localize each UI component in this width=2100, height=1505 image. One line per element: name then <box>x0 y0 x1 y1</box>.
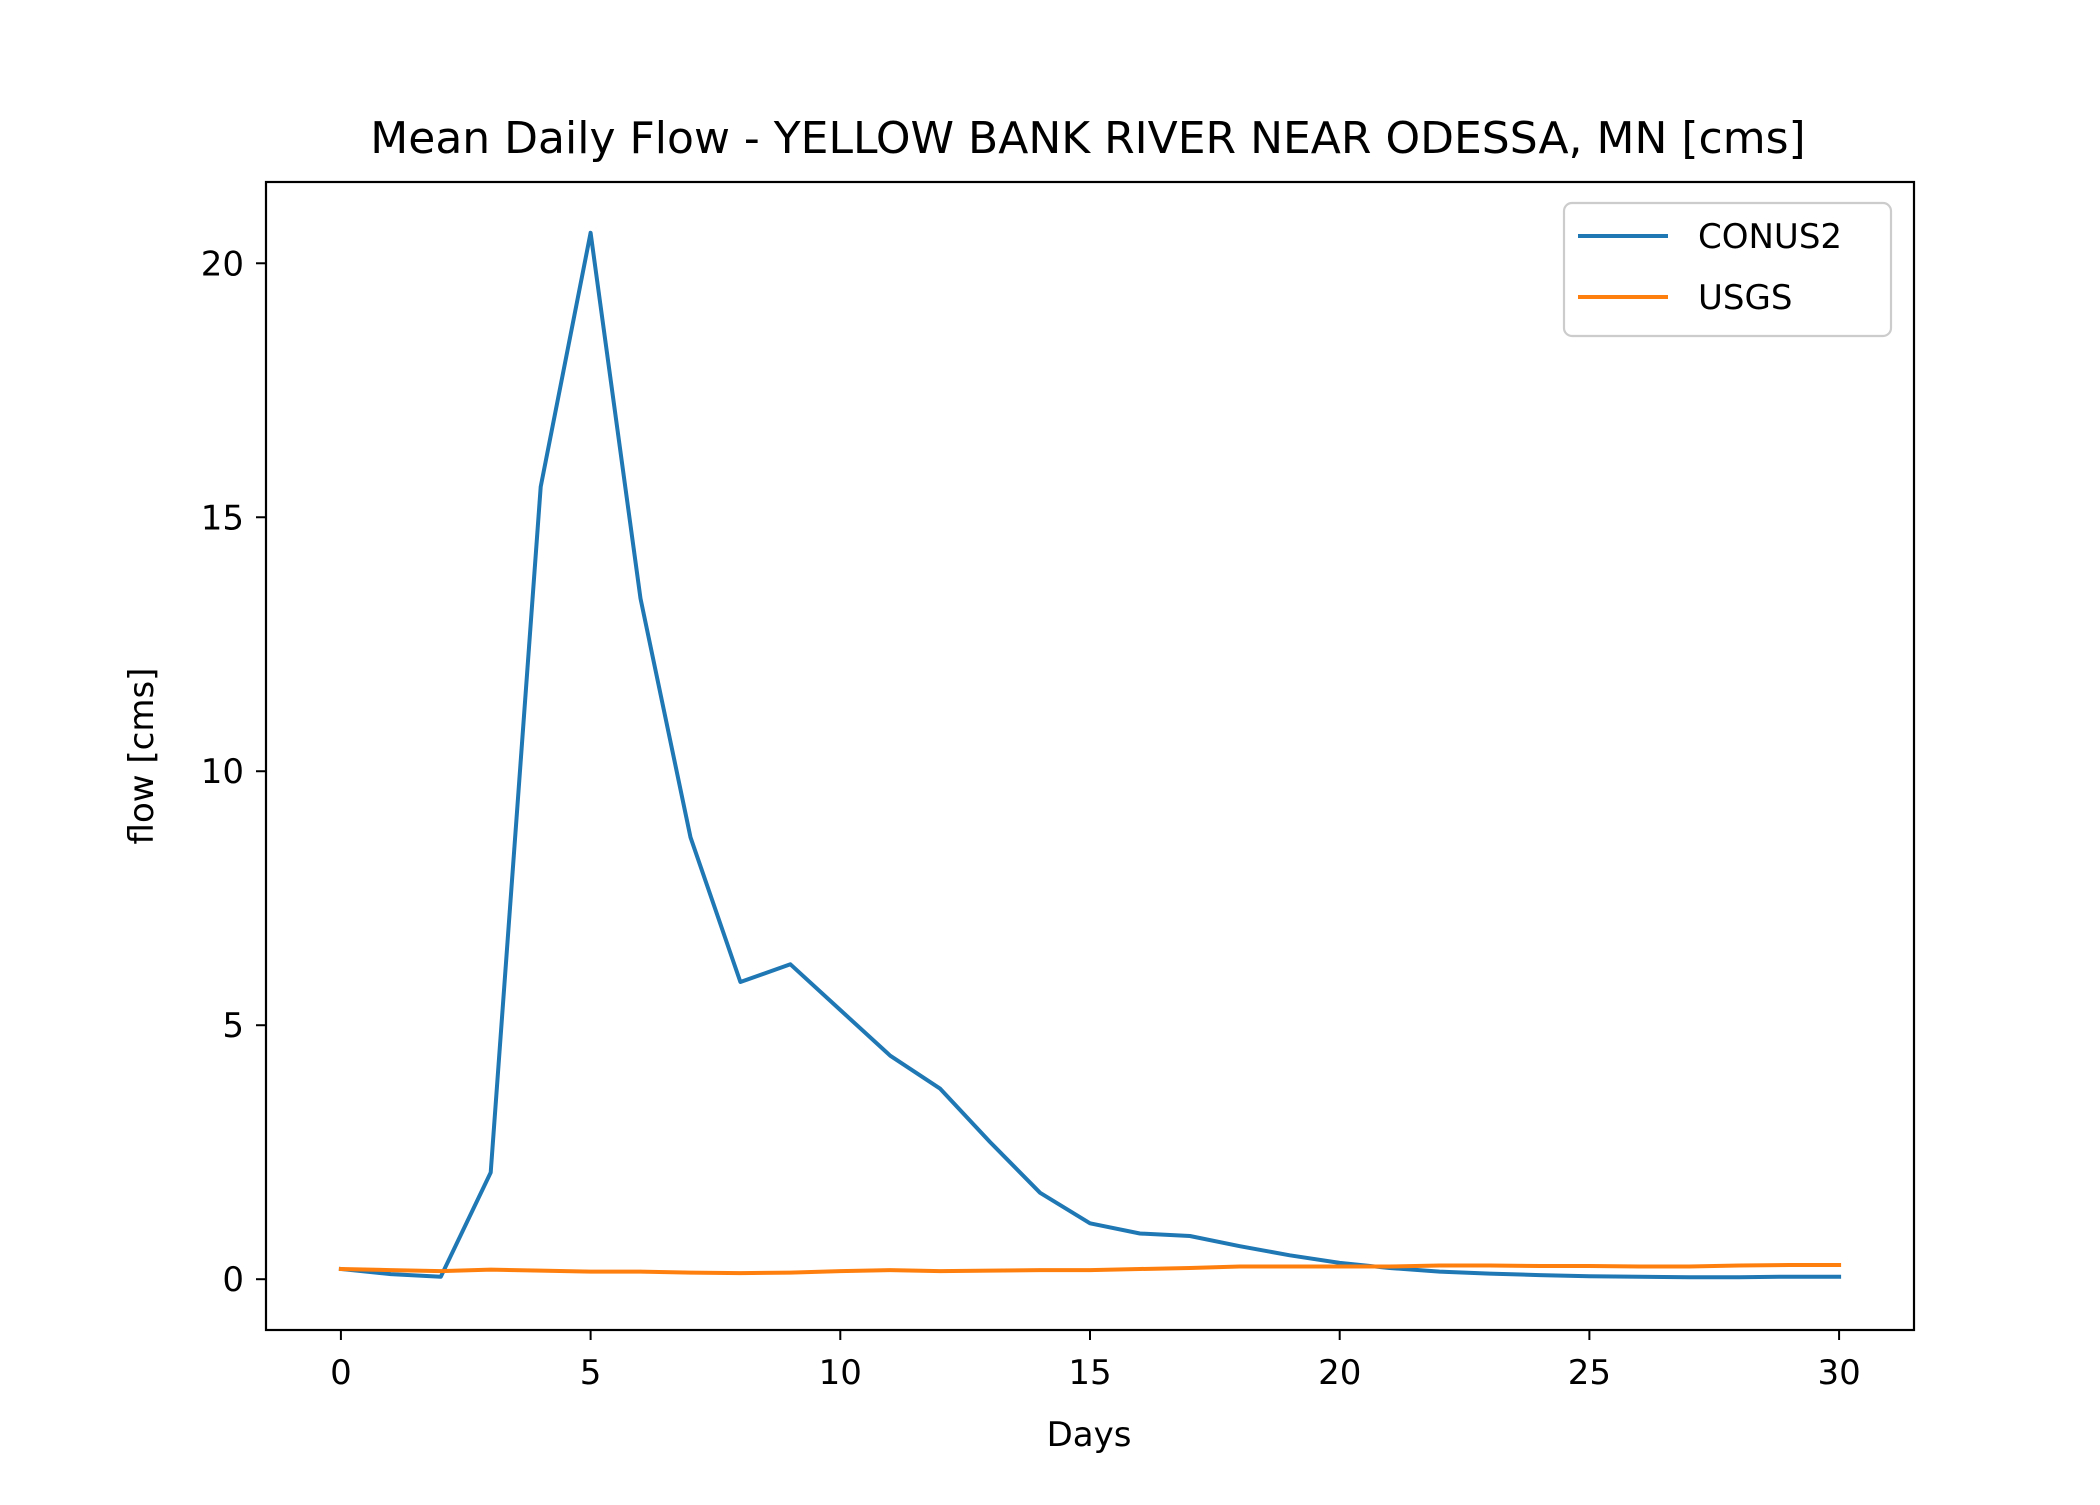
series-line-usgs <box>338 1263 1842 1276</box>
chart-title: Mean Daily Flow - YELLOW BANK RIVER NEAR… <box>370 113 1805 164</box>
y-tick-label: 5 <box>222 1006 244 1046</box>
x-tick-label: 25 <box>1568 1353 1611 1393</box>
legend-label-conus2: CONUS2 <box>1698 217 1842 257</box>
x-tick-label: 5 <box>580 1353 602 1393</box>
legend-label-usgs: USGS <box>1698 278 1792 318</box>
x-tick-label: 10 <box>819 1353 862 1393</box>
x-axis-ticks: 0 5 10 15 20 25 30 <box>330 1330 1861 1393</box>
y-tick-label: 0 <box>222 1260 244 1300</box>
y-tick-label: 15 <box>201 498 244 538</box>
plot-lines <box>338 230 1842 1280</box>
y-axis-label: flow [cms] <box>122 668 162 845</box>
x-tick-label: 0 <box>330 1353 352 1393</box>
legend: CONUS2 USGS <box>1562 201 1893 338</box>
x-tick-label: 15 <box>1068 1353 1111 1393</box>
x-axis-label: Days <box>1047 1415 1132 1455</box>
y-axis-ticks: 0 5 10 15 20 <box>201 244 266 1300</box>
x-tick-label: 30 <box>1817 1353 1860 1393</box>
y-tick-label: 10 <box>201 752 244 792</box>
x-tick-label: 20 <box>1318 1353 1361 1393</box>
y-tick-label: 20 <box>201 244 244 284</box>
series-line-conus2 <box>338 230 1842 1280</box>
